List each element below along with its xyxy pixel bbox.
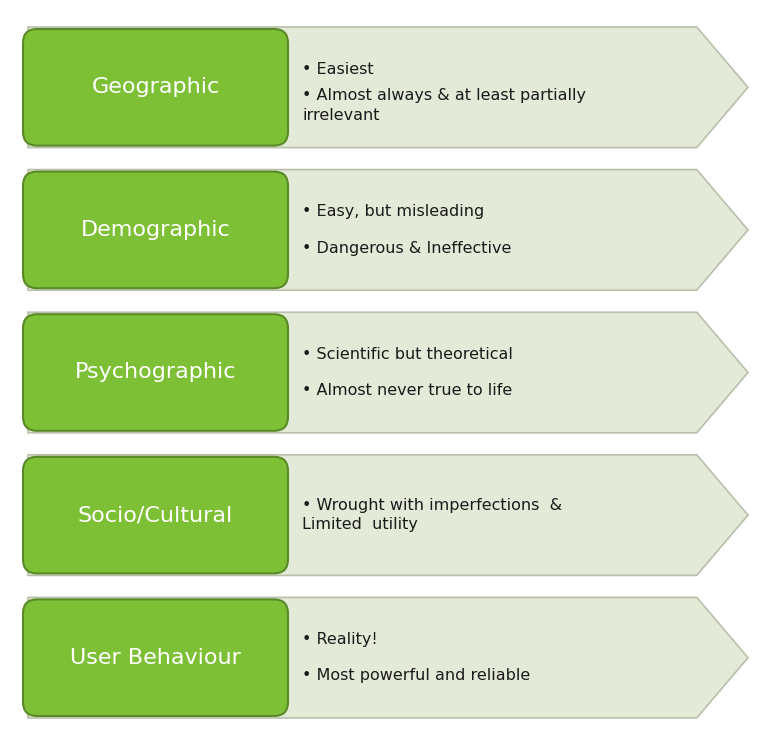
FancyBboxPatch shape [23, 314, 288, 431]
Polygon shape [28, 454, 748, 575]
Text: • Scientific but theoretical: • Scientific but theoretical [302, 346, 513, 362]
Text: Demographic: Demographic [81, 220, 230, 240]
Text: • Reality!: • Reality! [302, 632, 378, 647]
Polygon shape [28, 312, 748, 433]
FancyBboxPatch shape [23, 600, 288, 716]
Polygon shape [28, 170, 748, 291]
Text: Socio/Cultural: Socio/Cultural [78, 505, 233, 525]
Text: • Dangerous & Ineffective: • Dangerous & Ineffective [302, 241, 511, 256]
Polygon shape [28, 597, 748, 718]
Text: Psychographic: Psychographic [74, 363, 237, 382]
Text: • Most powerful and reliable: • Most powerful and reliable [302, 668, 530, 683]
FancyBboxPatch shape [23, 457, 288, 574]
Text: Geographic: Geographic [91, 77, 220, 98]
Text: • Easy, but misleading: • Easy, but misleading [302, 204, 485, 219]
Text: • Almost always & at least partially
irrelevant: • Almost always & at least partially irr… [302, 88, 586, 123]
Polygon shape [28, 27, 748, 148]
Text: User Behaviour: User Behaviour [70, 647, 241, 668]
Text: • Almost never true to life: • Almost never true to life [302, 383, 512, 399]
FancyBboxPatch shape [23, 29, 288, 145]
Text: • Wrought with imperfections  &
Limited  utility: • Wrought with imperfections & Limited u… [302, 498, 562, 533]
Text: • Easiest: • Easiest [302, 62, 373, 77]
FancyBboxPatch shape [23, 171, 288, 288]
